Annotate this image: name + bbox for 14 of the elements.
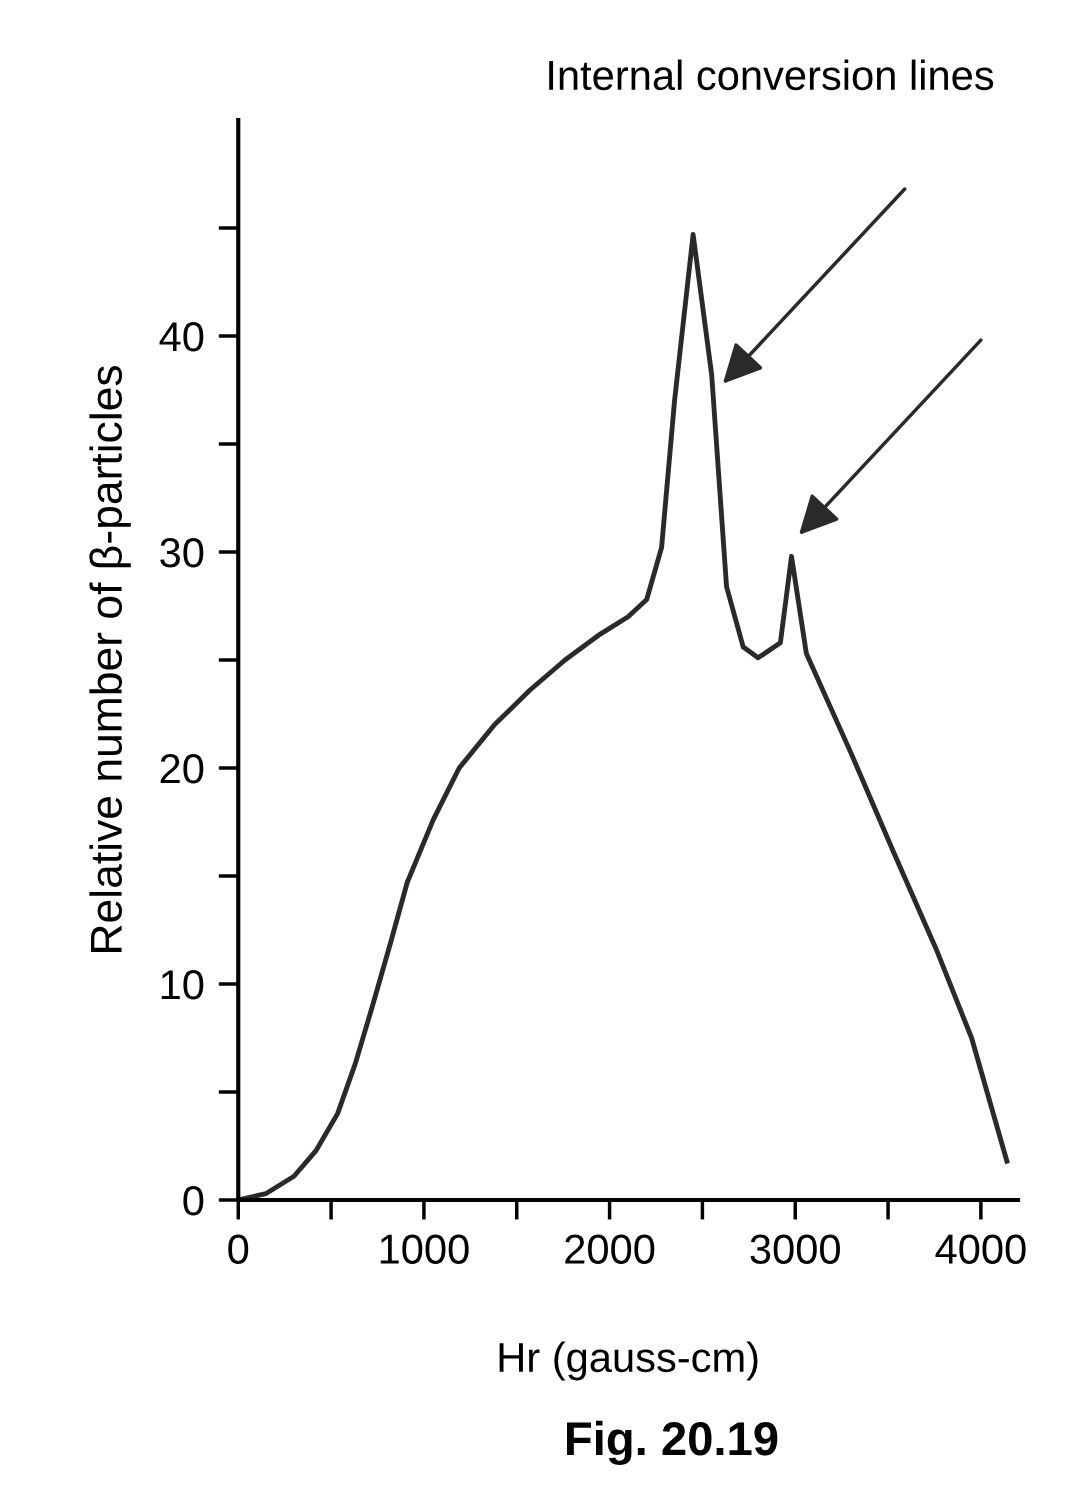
x-tick-label: 0	[228, 1234, 249, 1264]
caption: Fig. 20.19	[567, 1420, 778, 1466]
y-tick-label: 0	[183, 1186, 204, 1216]
x-tick-label: 1000	[380, 1234, 469, 1264]
y-tick-label: 20	[160, 754, 204, 784]
y-tick-label: 10	[161, 970, 204, 1000]
y-axis-title: Relative number of β-particles	[89, 365, 131, 952]
x-tick-label: 4000	[935, 1234, 1026, 1264]
text: Internal conversion lines	[549, 59, 994, 91]
x-tick-label: 3000	[750, 1234, 840, 1264]
x-axis-title: Hr (gauss-cm)	[499, 1341, 758, 1381]
x-tick-label: 2000	[565, 1234, 655, 1264]
y-tick-label: 40	[159, 322, 204, 352]
y-tick-label: 30	[160, 538, 204, 568]
